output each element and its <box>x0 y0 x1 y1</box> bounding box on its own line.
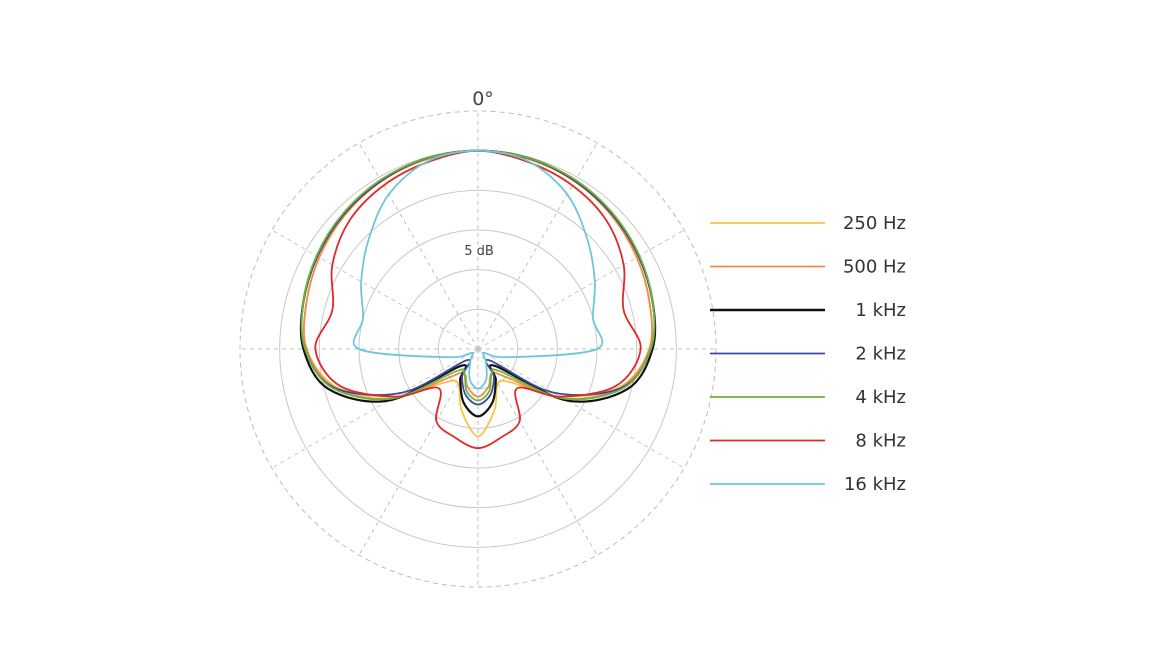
series-curve-4-khz <box>300 149 656 402</box>
legend: 250 Hz 500 Hz 1 kHz 2 kHz 4 kHz 8 kHz 16 kHz <box>710 213 906 495</box>
series-curve-8-khz <box>314 149 642 450</box>
chart-labels: 0° 5 dB <box>464 88 494 259</box>
legend-label-250-hz: 250 Hz <box>843 213 906 234</box>
legend-label-4-khz: 4 kHz <box>855 387 906 408</box>
legend-label-8-khz: 8 kHz <box>855 431 906 452</box>
legend-label-16-khz: 16 kHz <box>844 474 906 495</box>
series-curve-500-hz <box>303 149 653 400</box>
grid-ring-6 <box>239 110 717 588</box>
series-curve-16-khz <box>352 149 604 390</box>
ring-db-label: 5 dB <box>464 244 494 259</box>
legend-label-2-khz: 2 kHz <box>855 344 906 365</box>
legend-label-500-hz: 500 Hz <box>843 257 906 278</box>
series-curves <box>299 149 657 450</box>
legend-label-1-khz: 1 kHz <box>855 300 906 321</box>
top-angle-label: 0° <box>472 88 494 110</box>
grid-ring-4 <box>318 189 638 509</box>
grid-ring-2 <box>398 269 558 429</box>
polar-grid <box>239 110 717 588</box>
